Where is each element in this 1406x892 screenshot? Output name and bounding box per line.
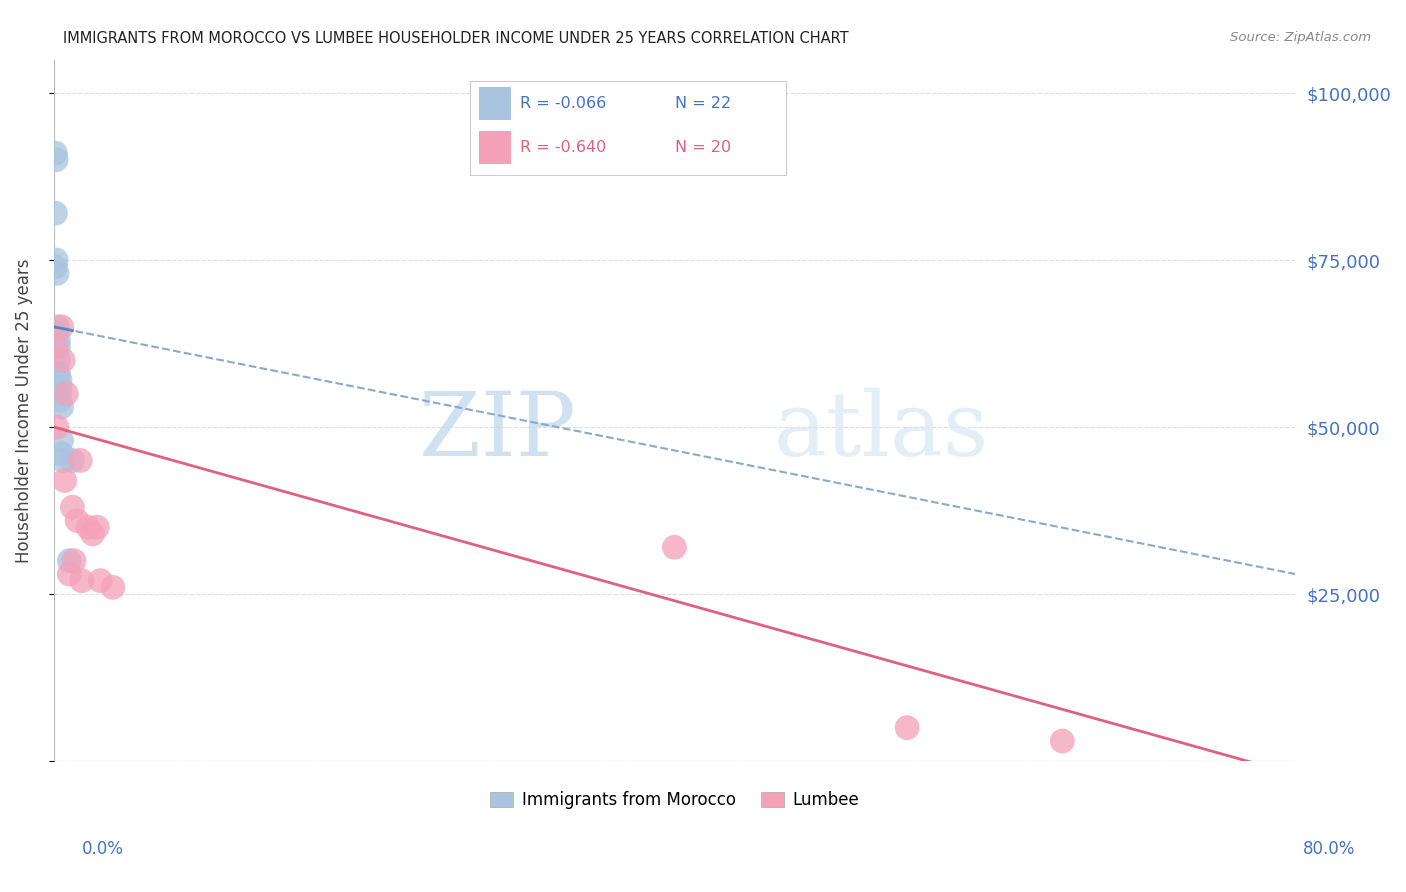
Point — [49, 393, 72, 408]
Y-axis label: Householder Income Under 25 years: Householder Income Under 25 years — [15, 258, 32, 563]
Point — [58, 567, 80, 582]
Point — [48, 353, 70, 368]
Point — [44, 260, 66, 274]
Text: ZIP: ZIP — [419, 388, 575, 475]
Point — [45, 266, 67, 280]
Point — [48, 333, 70, 347]
Point — [1052, 734, 1074, 748]
Point — [48, 340, 70, 354]
Point — [45, 153, 67, 167]
Point — [51, 447, 73, 461]
Point — [44, 206, 66, 220]
Point — [51, 400, 73, 414]
Point — [52, 353, 75, 368]
Point — [45, 326, 67, 341]
Point — [55, 386, 77, 401]
Point — [86, 520, 108, 534]
Point — [70, 574, 93, 588]
Point — [49, 380, 72, 394]
Point — [89, 574, 111, 588]
Point — [66, 514, 89, 528]
Point — [51, 319, 73, 334]
Point — [63, 554, 86, 568]
Point — [51, 434, 73, 448]
Point — [62, 453, 84, 467]
Point — [45, 319, 67, 334]
Text: Source: ZipAtlas.com: Source: ZipAtlas.com — [1230, 31, 1371, 45]
Point — [664, 541, 686, 555]
Point — [62, 500, 84, 515]
Text: 80.0%: 80.0% — [1302, 840, 1355, 858]
Point — [48, 367, 70, 381]
Point — [82, 527, 104, 541]
Point — [58, 554, 80, 568]
Text: atlas: atlas — [773, 388, 988, 475]
Text: 0.0%: 0.0% — [82, 840, 124, 858]
Point — [53, 474, 76, 488]
Point — [44, 340, 66, 354]
Point — [49, 373, 72, 387]
Point — [69, 453, 91, 467]
Text: IMMIGRANTS FROM MOROCCO VS LUMBEE HOUSEHOLDER INCOME UNDER 25 YEARS CORRELATION : IMMIGRANTS FROM MOROCCO VS LUMBEE HOUSEH… — [63, 31, 849, 46]
Point — [896, 721, 918, 735]
Point — [49, 386, 72, 401]
Point — [77, 520, 100, 534]
Legend: Immigrants from Morocco, Lumbee: Immigrants from Morocco, Lumbee — [484, 785, 866, 816]
Point — [44, 146, 66, 161]
Point — [45, 253, 67, 268]
Point — [45, 420, 67, 434]
Point — [52, 453, 75, 467]
Point — [101, 580, 124, 594]
